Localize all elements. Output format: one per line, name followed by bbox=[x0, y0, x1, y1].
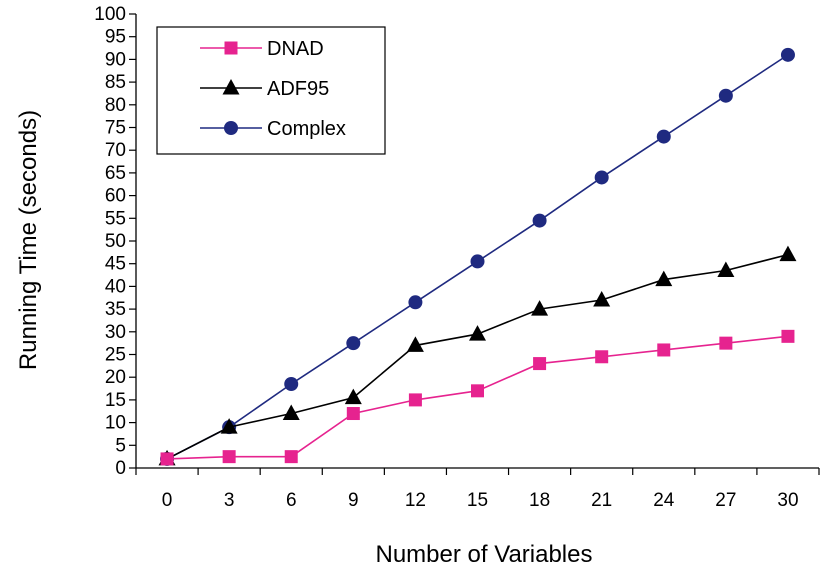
data-point-adf95 bbox=[531, 300, 549, 316]
data-point-adf95 bbox=[469, 325, 486, 341]
x-axis-title: Number of Variables bbox=[376, 541, 593, 568]
y-tick-label: 15 bbox=[105, 390, 126, 411]
y-tick-label: 35 bbox=[105, 299, 126, 320]
y-tick-label: 95 bbox=[105, 27, 126, 48]
x-tick-label: 15 bbox=[467, 490, 488, 511]
y-tick-label: 10 bbox=[105, 413, 126, 434]
x-tick-label: 24 bbox=[653, 490, 675, 511]
x-tick-label: 18 bbox=[529, 490, 550, 511]
data-point-complex bbox=[284, 377, 299, 392]
data-point-dnad bbox=[657, 343, 671, 357]
y-tick-label: 85 bbox=[105, 72, 126, 93]
legend-marker-complex bbox=[224, 121, 238, 135]
series-adf95 bbox=[158, 245, 797, 466]
data-point-adf95 bbox=[406, 336, 424, 352]
x-axis-ticks: 0 3 6 9 12 15 18 21 24 27 30 bbox=[135, 468, 820, 511]
y-tick-label: 100 bbox=[94, 4, 126, 25]
data-point-adf95 bbox=[220, 418, 238, 434]
data-point-adf95 bbox=[717, 261, 735, 278]
legend: DNAD ADF95 Complex bbox=[156, 26, 386, 155]
y-tick-label: 90 bbox=[105, 49, 126, 70]
legend-label-dnad: DNAD bbox=[267, 38, 324, 60]
data-point-dnad bbox=[346, 407, 360, 421]
data-point-complex bbox=[532, 213, 547, 228]
data-point-adf95 bbox=[593, 291, 611, 307]
legend-label-adf95: ADF95 bbox=[267, 78, 329, 100]
legend-marker-adf95 bbox=[222, 79, 240, 95]
y-tick-label: 65 bbox=[105, 163, 126, 184]
x-tick-label: 27 bbox=[715, 490, 736, 511]
data-point-dnad bbox=[781, 329, 795, 343]
legend-box bbox=[156, 26, 386, 155]
y-tick-label: 55 bbox=[105, 208, 126, 229]
data-point-dnad bbox=[471, 384, 484, 398]
data-point-complex bbox=[470, 254, 485, 269]
data-point-complex bbox=[656, 129, 671, 144]
y-tick-label: 70 bbox=[105, 140, 126, 161]
x-tick-label: 3 bbox=[224, 490, 235, 511]
legend-marker-dnad bbox=[224, 41, 238, 55]
y-tick-label: 60 bbox=[105, 186, 126, 207]
y-tick-label: 50 bbox=[105, 231, 126, 252]
y-tick-label: 25 bbox=[105, 345, 126, 366]
data-point-dnad bbox=[533, 357, 547, 371]
data-point-adf95 bbox=[779, 245, 797, 262]
x-tick-label: 0 bbox=[162, 490, 173, 511]
y-tick-label: 75 bbox=[105, 118, 126, 139]
data-point-complex bbox=[408, 295, 423, 310]
legend-label-complex: Complex bbox=[267, 118, 346, 140]
x-tick-label: 21 bbox=[591, 490, 612, 511]
series-layer bbox=[158, 47, 797, 466]
series-dnad bbox=[160, 329, 795, 466]
x-tick-label: 30 bbox=[777, 490, 798, 511]
data-point-complex bbox=[594, 170, 609, 185]
data-point-complex bbox=[780, 47, 795, 62]
y-tick-label: 0 bbox=[115, 458, 126, 479]
data-point-adf95 bbox=[655, 270, 673, 287]
x-tick-label: 9 bbox=[348, 490, 359, 511]
data-point-dnad bbox=[222, 450, 236, 464]
x-tick-label: 12 bbox=[405, 490, 426, 511]
data-point-dnad bbox=[408, 393, 422, 407]
y-tick-label: 30 bbox=[105, 322, 126, 343]
data-point-complex bbox=[346, 336, 361, 351]
data-point-dnad bbox=[284, 450, 298, 464]
x-tick-label: 6 bbox=[286, 490, 297, 511]
y-axis-title: Running Time (seconds) bbox=[15, 110, 42, 370]
data-point-adf95 bbox=[344, 388, 362, 405]
y-axis-ticks: 0510152025303540455055606570758085909510… bbox=[94, 4, 136, 479]
y-tick-label: 45 bbox=[105, 254, 126, 275]
series-line-adf95 bbox=[166, 253, 789, 460]
data-point-dnad bbox=[160, 452, 174, 466]
series-line-dnad bbox=[167, 335, 789, 460]
y-tick-label: 80 bbox=[105, 95, 126, 116]
y-tick-label: 40 bbox=[105, 276, 126, 297]
data-point-dnad bbox=[595, 350, 609, 364]
data-point-complex bbox=[718, 88, 733, 103]
data-point-dnad bbox=[719, 336, 733, 350]
y-tick-label: 20 bbox=[105, 367, 126, 388]
data-point-adf95 bbox=[282, 404, 300, 421]
y-tick-label: 5 bbox=[115, 435, 126, 456]
